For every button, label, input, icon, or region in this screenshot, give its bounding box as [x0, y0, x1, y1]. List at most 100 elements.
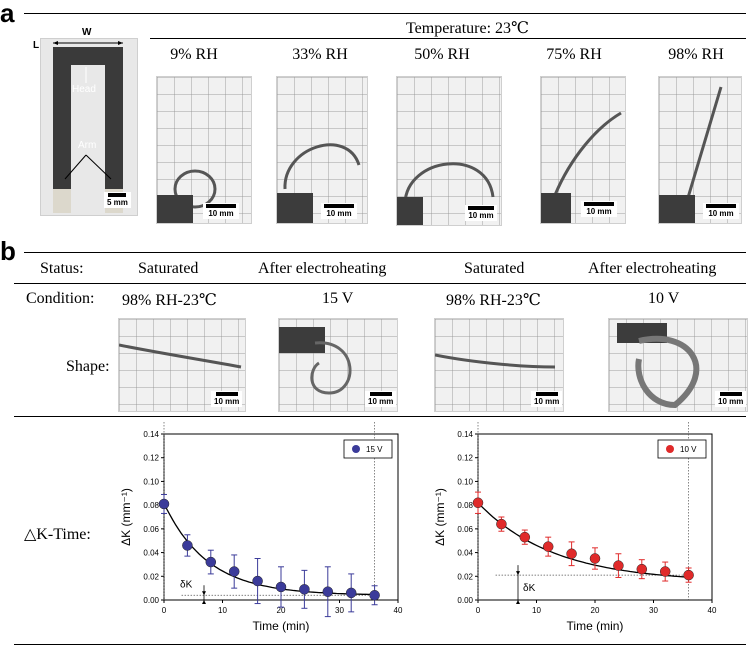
y-tick-label: 0.10	[457, 477, 473, 486]
rh-photo-98: 10 mm	[658, 76, 742, 224]
shape-scale-text: 10 mm	[718, 397, 744, 406]
rh-label: 9% RH	[170, 46, 218, 63]
x-tick-label: 0	[476, 606, 481, 615]
panel-a-top-rule	[24, 13, 746, 14]
y-tick-label: 0.04	[457, 549, 473, 558]
data-point	[275, 581, 287, 593]
condition-col-3: 98% RH-23℃	[446, 292, 541, 309]
dk-plot-15v: 0.00 0.02 0.04 0.06 0.08 0.10 0.12 0.14 0 10 20 30 4…	[119, 422, 403, 633]
y-tick-label: 0.04	[143, 549, 159, 558]
panel-b-letter: b	[0, 236, 16, 266]
arm-label: Arm	[78, 140, 97, 151]
legend-label: 15 V	[366, 445, 383, 454]
y-tick-label: 0.12	[457, 454, 473, 463]
data-point	[182, 540, 193, 551]
shape-scale-text: 10 mm	[534, 397, 560, 406]
delta-k-label: δK	[180, 579, 193, 590]
length-label: L	[33, 40, 40, 51]
data-point	[299, 584, 310, 595]
data-point	[322, 586, 334, 597]
rh-label: 98% RH	[668, 46, 724, 63]
shape-photo-3: 10 mm	[434, 318, 564, 412]
delta-k-arrowhead	[516, 571, 520, 576]
y-tick-label: 0.14	[457, 430, 473, 439]
data-point	[252, 575, 263, 587]
x-tick-label: 20	[591, 606, 600, 615]
data-point	[369, 590, 380, 601]
x-tick-label: 10	[532, 606, 541, 615]
legend-label: 10 V	[680, 445, 697, 454]
panel-b-top-rule	[24, 252, 746, 253]
data-point	[613, 560, 624, 571]
sample-photo	[40, 38, 138, 216]
legend-box	[343, 439, 393, 459]
data-point	[345, 587, 357, 599]
condition-label: Condition:	[26, 290, 95, 307]
shape-scale-text: 10 mm	[368, 397, 394, 406]
status-label: Status:	[40, 260, 84, 277]
data-point	[472, 497, 484, 509]
data-point	[566, 548, 577, 560]
data-point	[659, 566, 671, 577]
shape-photo-2: 10 mm	[278, 318, 398, 412]
fit-curve	[163, 503, 375, 596]
x-axis-label: Time (min)	[567, 619, 624, 633]
shape-label: Shape:	[66, 358, 110, 375]
sample-scale-text: 5 mm	[107, 198, 128, 207]
shape-photo-1: 10 mm	[118, 318, 246, 412]
data-point	[228, 566, 240, 577]
fit-curve	[477, 502, 689, 578]
y-axis-label: ΔK (mm⁻¹)	[433, 488, 447, 546]
y-tick-label: 0.02	[457, 572, 473, 581]
data-point	[519, 531, 531, 543]
x-tick-label: 40	[708, 606, 717, 615]
y-tick-label: 0.10	[143, 477, 159, 486]
y-tick-label: 0.00	[457, 596, 473, 605]
delta-k-arrowhead	[202, 600, 206, 604]
x-tick-label: 30	[649, 606, 658, 615]
y-tick-label: 0.02	[143, 572, 159, 581]
rh-label: 33% RH	[292, 46, 348, 63]
y-tick-label: 0.06	[457, 525, 473, 534]
delta-k-arrowhead	[202, 591, 206, 596]
rh-scale-text: 10 mm	[326, 209, 352, 218]
x-tick-label: 40	[394, 606, 403, 615]
rh-scale-text: 10 mm	[586, 207, 612, 216]
sample-drawing	[53, 41, 123, 213]
shape-rule	[14, 416, 746, 417]
status-col-4: After electroheating	[588, 260, 717, 277]
rh-label: 50% RH	[414, 46, 470, 63]
status-col-2: After electroheating	[258, 260, 387, 277]
x-tick-label: 20	[277, 606, 286, 615]
x-axis-label: Time (min)	[253, 619, 310, 633]
y-tick-label: 0.12	[143, 454, 159, 463]
data-point	[205, 556, 217, 568]
y-tick-label: 0.14	[143, 430, 159, 439]
data-point	[496, 518, 507, 530]
width-label: W	[82, 27, 92, 38]
data-point	[158, 498, 170, 510]
condition-col-2: 15 V	[322, 290, 354, 307]
data-point	[683, 569, 694, 581]
x-tick-label: 10	[218, 606, 227, 615]
status-rule	[14, 283, 746, 284]
data-point	[636, 563, 648, 575]
y-tick-label: 0.08	[143, 501, 159, 510]
rh-label: 75% RH	[546, 46, 602, 63]
rh-scale-text: 10 mm	[468, 211, 494, 220]
dk-time-label: △K-Time:	[24, 526, 91, 543]
y-tick-label: 0.00	[143, 596, 159, 605]
data-point	[589, 553, 601, 564]
rh-photo-75: 10 mm	[540, 76, 626, 224]
temperature-label: Temperature: 23℃	[406, 20, 529, 37]
condition-col-1: 98% RH-23℃	[122, 292, 217, 309]
legend-marker	[666, 445, 674, 453]
delta-k-arrowhead	[516, 600, 520, 604]
rh-scale-text: 10 mm	[708, 209, 734, 218]
legend-box	[657, 439, 707, 459]
temperature-rule	[150, 38, 746, 39]
rh-scale-text: 10 mm	[208, 209, 234, 218]
y-axis-label: ΔK (mm⁻¹)	[119, 488, 133, 546]
rh-photo-33: 10 mm	[276, 76, 368, 224]
rh-photo-50: 10 mm	[396, 76, 502, 226]
